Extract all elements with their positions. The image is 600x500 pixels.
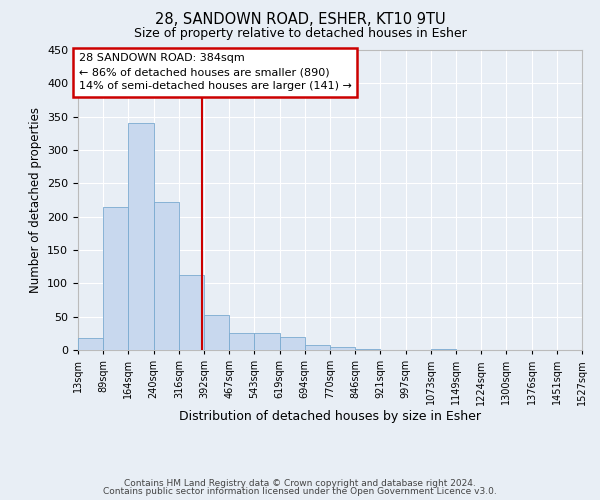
Bar (103, 206, 128, 350)
Text: Contains HM Land Registry data © Crown copyright and database right 2024.: Contains HM Land Registry data © Crown c… (124, 478, 476, 488)
Text: Contains public sector information licensed under the Open Government Licence v3: Contains public sector information licen… (103, 487, 497, 496)
Bar (254, 334, 280, 350)
Bar (330, 348, 355, 350)
Bar (154, 202, 179, 350)
Bar (204, 314, 229, 350)
Bar (179, 274, 204, 350)
Bar (305, 344, 330, 350)
Bar (280, 336, 305, 350)
Text: Size of property relative to detached houses in Esher: Size of property relative to detached ho… (134, 28, 466, 40)
Bar (431, 348, 456, 350)
Bar (78, 338, 103, 350)
X-axis label: Distribution of detached houses by size in Esher: Distribution of detached houses by size … (179, 410, 481, 423)
Bar (229, 332, 254, 350)
Text: 28 SANDOWN ROAD: 384sqm
← 86% of detached houses are smaller (890)
14% of semi-d: 28 SANDOWN ROAD: 384sqm ← 86% of detache… (79, 54, 352, 92)
Y-axis label: Number of detached properties: Number of detached properties (29, 107, 41, 293)
Bar (128, 124, 154, 350)
Bar (355, 348, 380, 350)
Text: 28, SANDOWN ROAD, ESHER, KT10 9TU: 28, SANDOWN ROAD, ESHER, KT10 9TU (155, 12, 445, 28)
